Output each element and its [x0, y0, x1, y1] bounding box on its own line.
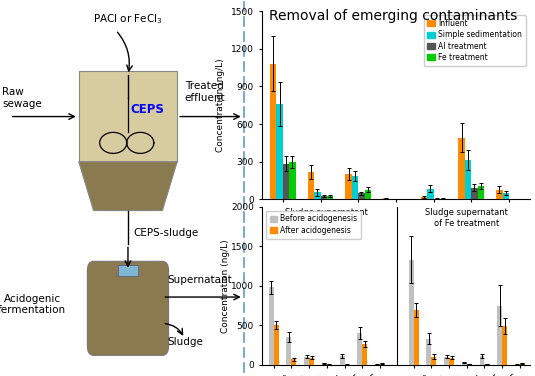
Polygon shape	[79, 71, 177, 162]
Bar	[497, 305, 502, 365]
Text: Acidogenic
fermentation: Acidogenic fermentation	[0, 294, 66, 315]
Bar	[471, 188, 478, 199]
Bar	[270, 64, 277, 199]
Bar	[358, 193, 365, 199]
Bar	[309, 358, 314, 365]
Bar	[502, 193, 509, 199]
Text: Removal of emerging contaminants: Removal of emerging contaminants	[269, 9, 517, 23]
Legend: Influent, Simple sedimentation, Al treatment, Fe treatment: Influent, Simple sedimentation, Al treat…	[424, 15, 526, 66]
Bar	[292, 359, 296, 365]
Polygon shape	[79, 162, 177, 211]
Text: CEPS-sludge: CEPS-sludge	[133, 228, 198, 238]
Bar	[286, 337, 292, 365]
Bar	[365, 190, 371, 199]
Text: Supernatant: Supernatant	[167, 275, 232, 285]
Bar	[327, 196, 333, 199]
Bar	[283, 164, 289, 199]
Bar	[346, 174, 352, 199]
Text: Sludge supernatant
of Fe treatment: Sludge supernatant of Fe treatment	[425, 208, 508, 228]
Text: PACl or FeCl$_3$: PACl or FeCl$_3$	[93, 12, 163, 26]
Bar	[444, 357, 449, 365]
Text: Sludge supernatant
of Al treatment: Sludge supernatant of Al treatment	[285, 208, 368, 228]
Bar	[467, 364, 472, 365]
Bar	[414, 310, 418, 365]
Bar	[289, 162, 296, 199]
Bar	[427, 189, 433, 199]
Bar	[479, 356, 485, 365]
Bar	[277, 104, 283, 199]
Bar	[274, 325, 279, 365]
Bar	[496, 190, 502, 199]
Bar	[327, 364, 332, 365]
Bar	[449, 358, 454, 365]
Text: Sludge: Sludge	[167, 337, 203, 347]
Bar	[520, 363, 525, 365]
Bar	[322, 363, 327, 365]
Text: Raw
sewage: Raw sewage	[3, 87, 42, 109]
Bar	[375, 364, 380, 365]
FancyBboxPatch shape	[118, 265, 139, 276]
Bar	[515, 364, 520, 365]
Bar	[380, 364, 385, 365]
Bar	[462, 362, 467, 365]
Bar	[352, 176, 358, 199]
Bar	[431, 357, 436, 365]
Text: Treated
effluent: Treated effluent	[185, 81, 225, 103]
Bar	[485, 364, 490, 365]
Text: CEPS: CEPS	[131, 103, 165, 115]
Y-axis label: Concentration (ng/L): Concentration (ng/L)	[216, 58, 225, 152]
Bar	[345, 364, 349, 365]
Bar	[362, 344, 367, 365]
Bar	[269, 287, 274, 365]
Bar	[478, 186, 484, 199]
Bar	[421, 197, 427, 199]
Bar	[340, 356, 345, 365]
Bar	[409, 260, 414, 365]
Bar	[320, 196, 327, 199]
Bar	[502, 326, 507, 365]
Bar	[308, 172, 314, 199]
Bar	[357, 333, 362, 365]
Bar	[426, 339, 431, 365]
Bar	[314, 193, 320, 199]
Bar	[458, 138, 465, 199]
Legend: Before acidogenesis, After acidogenesis: Before acidogenesis, After acidogenesis	[266, 211, 362, 238]
FancyBboxPatch shape	[87, 261, 169, 355]
Y-axis label: Concentration (ng/L): Concentration (ng/L)	[221, 239, 230, 333]
Bar	[304, 357, 309, 365]
Bar	[465, 160, 471, 199]
Bar	[383, 198, 389, 199]
